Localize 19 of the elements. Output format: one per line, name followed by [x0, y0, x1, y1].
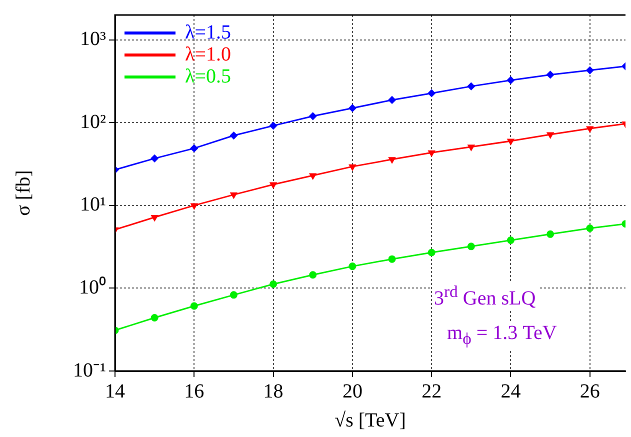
x-tick-label: 20 [342, 380, 362, 402]
annotation: m$_{ϕ}$ = 1.3 TeV [445, 322, 559, 349]
y-tick-label: 10⁻¹ [73, 359, 106, 382]
x-tick-label: 14 [105, 380, 125, 402]
y-tick-label: 10³ [80, 28, 106, 50]
legend-label: λ=1.5 [185, 21, 231, 44]
y-axis-title: σ [fb] [12, 170, 34, 216]
x-axis-title: √s [TeV] [334, 409, 406, 432]
legend-label: λ=1.0 [185, 43, 231, 66]
annotation: 3$^{rd}$ Gen sLQ [432, 282, 538, 311]
x-tick-label: 22 [422, 380, 442, 402]
x-tick-label: 24 [500, 380, 521, 402]
y-tick-label: 10² [80, 110, 106, 133]
x-tick-label: 18 [263, 380, 284, 402]
y-tick-label: 10¹ [80, 194, 106, 216]
y-tick-label: 10⁰ [79, 275, 106, 298]
legend-label: λ=0.5 [185, 65, 231, 88]
x-tick-label: 16 [184, 380, 204, 402]
x-tick-label: 26 [580, 380, 600, 402]
